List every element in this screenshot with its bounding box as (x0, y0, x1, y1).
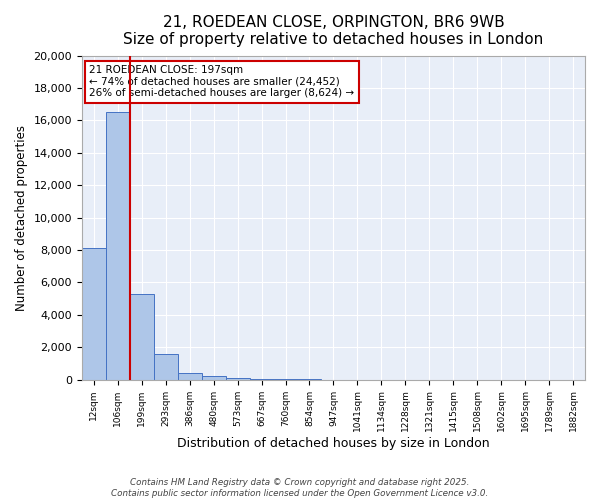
Bar (250, 379, 274, 380)
Text: 21 ROEDEAN CLOSE: 197sqm
← 74% of detached houses are smaller (24,452)
26% of se: 21 ROEDEAN CLOSE: 197sqm ← 74% of detach… (89, 65, 355, 98)
Bar (154, 354, 178, 380)
Bar (226, 378, 250, 380)
Title: 21, ROEDEAN CLOSE, ORPINGTON, BR6 9WB
Size of property relative to detached hous: 21, ROEDEAN CLOSE, ORPINGTON, BR6 9WB Si… (124, 15, 544, 48)
X-axis label: Distribution of detached houses by size in London: Distribution of detached houses by size … (177, 437, 490, 450)
Bar (178, 373, 202, 380)
Bar (82, 248, 106, 380)
Text: Contains HM Land Registry data © Crown copyright and database right 2025.
Contai: Contains HM Land Registry data © Crown c… (112, 478, 488, 498)
Bar (202, 376, 226, 380)
Bar (106, 112, 130, 380)
Bar (130, 294, 154, 380)
Y-axis label: Number of detached properties: Number of detached properties (15, 124, 28, 310)
